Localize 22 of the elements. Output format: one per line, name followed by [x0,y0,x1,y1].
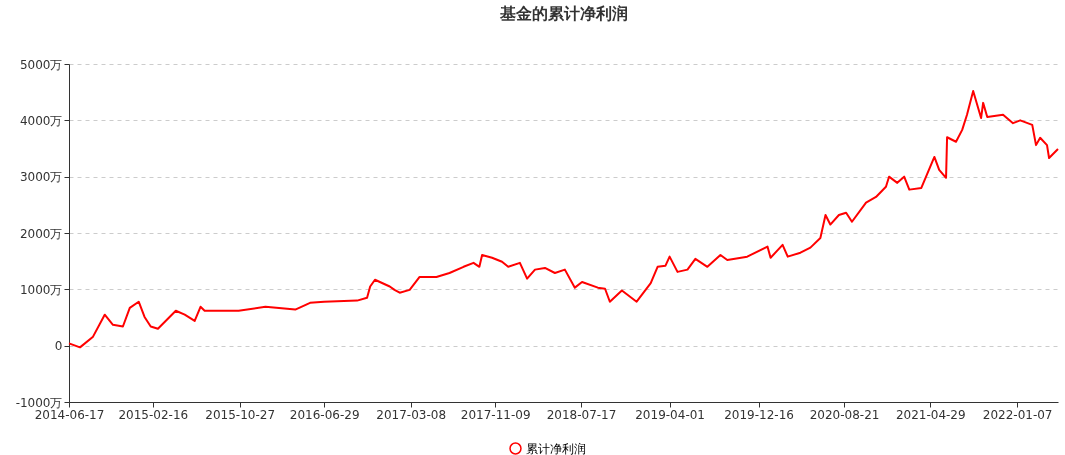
legend-label: 累计净利润 [526,441,586,455]
x-tick-label: 2021-04-29 [895,407,966,422]
y-tick-label: 2000万 [19,226,63,241]
x-tick-label: 2017-03-08 [376,407,447,422]
y-tick-label: 1000万 [19,282,63,297]
x-tick-label: 2016-06-29 [289,407,360,422]
chart-title: 基金的累计净利润 [498,4,628,23]
y-tick-label: 4000万 [19,113,63,128]
x-tick-label: 2019-12-16 [724,407,794,422]
y-tick-label: 5000万 [19,57,63,72]
y-tick-label: -1000万 [15,395,63,410]
x-tick-label: 2018-07-17 [546,407,617,422]
x-tick-label: 2019-04-01 [635,407,705,422]
x-tick-label: 2014-06-17 [34,407,105,422]
x-tick-label: 2015-02-16 [118,407,189,422]
x-tick-label: 2015-10-27 [205,407,276,422]
x-tick-label: 2017-11-09 [460,407,531,422]
y-tick-label: 3000万 [19,170,63,185]
x-tick-label: 2022-01-07 [982,407,1053,422]
y-tick-label: 0 [54,339,63,354]
x-tick-label: 2020-08-21 [809,407,880,422]
line-series [68,90,1059,349]
